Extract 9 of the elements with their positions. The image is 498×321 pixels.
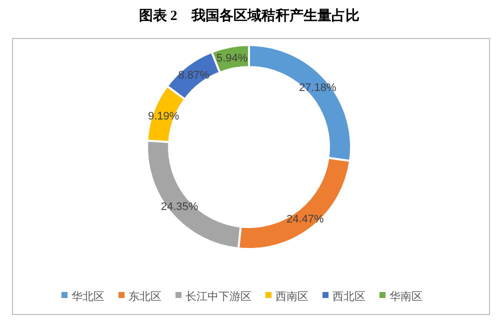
legend-label: 西北区 (332, 290, 366, 303)
legend-label: 长江中下游区 (186, 290, 252, 303)
chart-title: 图表 2 我国各区域秸秆产生量占比 (138, 7, 360, 24)
legend-label: 华南区 (390, 290, 422, 303)
legend-label: 华北区 (72, 290, 104, 303)
data-label: 5.94% (216, 52, 248, 65)
data-label: 8.87% (178, 70, 210, 82)
legend-label: 西南区 (276, 290, 308, 303)
legend-label: 东北区 (128, 290, 162, 303)
